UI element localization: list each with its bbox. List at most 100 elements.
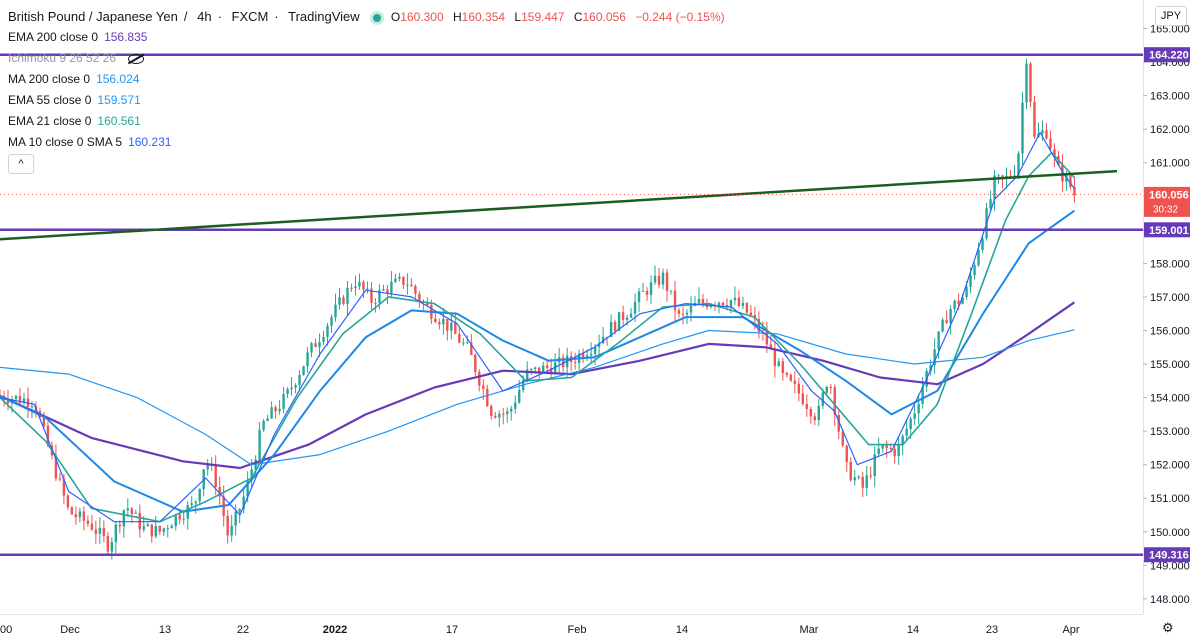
y-tick-label: 150.000 <box>1150 527 1190 539</box>
symbol-name[interactable]: British Pound / Japanese Yen <box>8 9 178 24</box>
candle-body <box>6 400 10 404</box>
candle-body <box>809 408 813 417</box>
candle-body <box>965 286 968 297</box>
candle-body <box>378 290 381 303</box>
candle-body <box>442 319 445 325</box>
candle-body <box>853 477 856 481</box>
candle-body <box>837 415 840 432</box>
indicator-ema200[interactable]: EMA 200 close 0 156.835 <box>8 30 148 44</box>
candle-body <box>665 272 669 291</box>
candle-body <box>993 175 996 200</box>
y-tick-label: 149.000 <box>1150 560 1190 572</box>
candle-body <box>374 302 377 304</box>
x-tick-label: 14 <box>907 624 919 636</box>
price-label: 159.001 <box>1149 225 1189 237</box>
candle-body <box>518 390 521 403</box>
candle-body <box>182 518 185 520</box>
candle-body <box>661 272 665 285</box>
candle-body <box>1025 63 1028 103</box>
candle-body <box>549 367 553 374</box>
candle-body <box>98 527 102 534</box>
hidden-eye-icon[interactable] <box>128 53 145 64</box>
candle-body <box>338 297 341 305</box>
candle-body <box>677 310 681 314</box>
candle-body <box>633 301 637 314</box>
candle-body <box>937 331 940 350</box>
candle-body <box>158 525 161 532</box>
series-ema21 <box>0 151 1075 523</box>
candle-body <box>402 276 405 285</box>
candle-body <box>282 393 285 409</box>
candle-body <box>206 463 209 470</box>
candle-body <box>673 290 677 311</box>
candle-body <box>697 298 701 304</box>
y-tick-label: 161.000 <box>1150 158 1190 170</box>
indicator-ema55[interactable]: EMA 55 close 0 159.571 <box>8 93 141 107</box>
candle-body <box>701 298 705 303</box>
candle-body <box>470 342 473 355</box>
candle-body <box>450 322 453 331</box>
price-label-bg <box>1144 47 1190 63</box>
indicator-value: 156.024 <box>96 72 140 86</box>
candle-body <box>949 308 952 324</box>
candle-body <box>765 332 769 345</box>
candle-body <box>454 322 457 334</box>
candle-body <box>110 541 114 552</box>
candle-body <box>230 525 233 536</box>
candle-body <box>981 238 984 250</box>
candle-body <box>617 312 621 331</box>
candle-body <box>877 448 880 455</box>
candle-body <box>741 303 745 307</box>
candle-body <box>849 462 852 481</box>
candle-body <box>426 303 429 306</box>
candle-body <box>86 520 90 524</box>
candle-body <box>657 275 661 285</box>
candle-body <box>689 305 693 313</box>
candle-body <box>118 524 122 527</box>
indicator-ichimoku[interactable]: Ichimoku 9 26 52 26 <box>8 48 737 69</box>
y-tick-label: 154.000 <box>1150 393 1190 405</box>
y-tick-label: 151.000 <box>1150 493 1190 505</box>
price-label: 149.316 <box>1149 550 1189 562</box>
candle-body <box>873 454 876 477</box>
chart-interval[interactable]: 4h <box>197 9 212 24</box>
collapse-legend-button[interactable]: ^ <box>8 154 34 174</box>
y-tick-label: 156.000 <box>1150 325 1190 337</box>
candle-body <box>989 199 992 209</box>
candle-body <box>126 508 130 511</box>
candle-body <box>621 312 625 320</box>
candle-body <box>629 313 633 318</box>
candle-body <box>869 475 872 477</box>
candle-body <box>22 398 26 403</box>
candle-body <box>957 300 960 304</box>
candle-body <box>717 302 721 306</box>
candle-body <box>1029 63 1032 102</box>
candle-body <box>54 455 58 479</box>
indicator-ema21[interactable]: EMA 21 close 0 160.561 <box>8 114 141 128</box>
currency-selector[interactable]: JPY <box>1155 6 1187 26</box>
gear-icon[interactable]: ⚙ <box>1162 620 1174 635</box>
candle-body <box>382 289 385 291</box>
candle-body <box>286 389 289 394</box>
candle-body <box>390 281 393 294</box>
candle-body <box>46 425 50 446</box>
candle-body <box>777 361 781 367</box>
y-tick-label: 152.000 <box>1150 460 1190 472</box>
candle-body <box>514 402 517 409</box>
candle-body <box>973 265 976 276</box>
candle-body <box>462 342 465 344</box>
candle-body <box>1041 130 1044 134</box>
x-tick-label: 22 <box>237 624 249 636</box>
candle-body <box>805 404 809 409</box>
candle-body <box>589 353 593 356</box>
indicator-ma10[interactable]: MA 10 close 0 SMA 5 160.231 <box>8 135 172 149</box>
candle-body <box>545 365 549 368</box>
candle-body <box>218 487 221 497</box>
candle-body <box>1069 175 1072 187</box>
candle-body <box>685 312 689 315</box>
countdown-label: 30:32 <box>1153 204 1178 215</box>
price-axis <box>1143 0 1193 644</box>
indicator-ma200[interactable]: MA 200 close 0 156.024 <box>8 72 140 86</box>
candle-body <box>30 406 34 408</box>
